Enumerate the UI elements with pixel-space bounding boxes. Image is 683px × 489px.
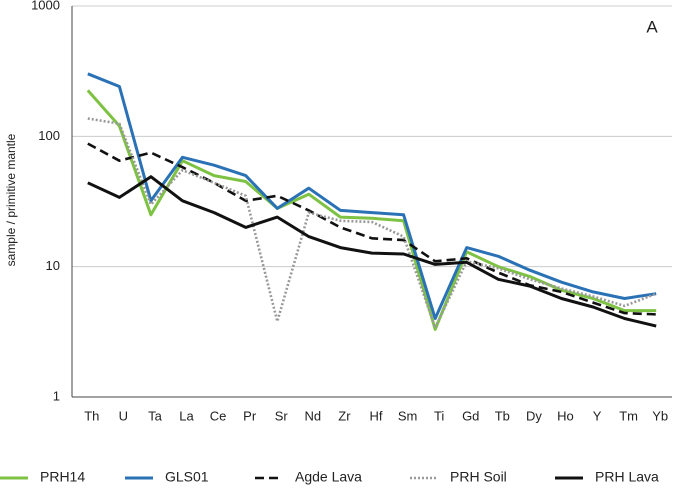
x-tick-label: La xyxy=(179,408,194,423)
x-tick-label: Ta xyxy=(148,408,163,423)
legend-label: PRH14 xyxy=(40,469,85,485)
y-tick-label: 1 xyxy=(53,388,60,403)
x-tick-label: Zr xyxy=(338,408,351,423)
x-tick-label: Ho xyxy=(557,408,574,423)
x-tick-label: Sr xyxy=(275,408,289,423)
x-tick-label: Gd xyxy=(462,408,479,423)
x-tick-label: Tb xyxy=(495,408,510,423)
y-tick-label: 1000 xyxy=(31,0,60,12)
y-tick-label: 100 xyxy=(38,128,60,143)
legend-label: PRH Soil xyxy=(450,469,507,485)
x-tick-label: Y xyxy=(593,408,602,423)
series-line xyxy=(86,89,657,331)
x-tick-label: Sm xyxy=(398,408,418,423)
y-axis-label: sample / primitive mantle xyxy=(4,133,18,266)
annotation: A xyxy=(646,17,658,36)
x-tick-label: Hf xyxy=(370,408,383,423)
x-tick-label: Pr xyxy=(243,408,257,423)
y-tick-label: 10 xyxy=(46,258,60,273)
x-tick-label: Yb xyxy=(652,408,668,423)
x-tick-label: Th xyxy=(84,408,99,423)
x-tick-label: U xyxy=(119,408,128,423)
series-line xyxy=(87,117,657,330)
legend-label: Agde Lava xyxy=(295,469,362,485)
series-line xyxy=(87,142,657,316)
legend-label: PRH Lava xyxy=(595,469,659,485)
x-tick-label: Tm xyxy=(619,408,638,423)
series-line xyxy=(87,175,657,328)
x-tick-label: Nd xyxy=(305,408,322,423)
x-tick-label: Ti xyxy=(434,408,444,423)
x-tick-label: Ce xyxy=(210,408,227,423)
x-tick-label: Dy xyxy=(526,408,542,423)
series-line xyxy=(87,72,657,320)
legend-label: GLS01 xyxy=(165,469,209,485)
